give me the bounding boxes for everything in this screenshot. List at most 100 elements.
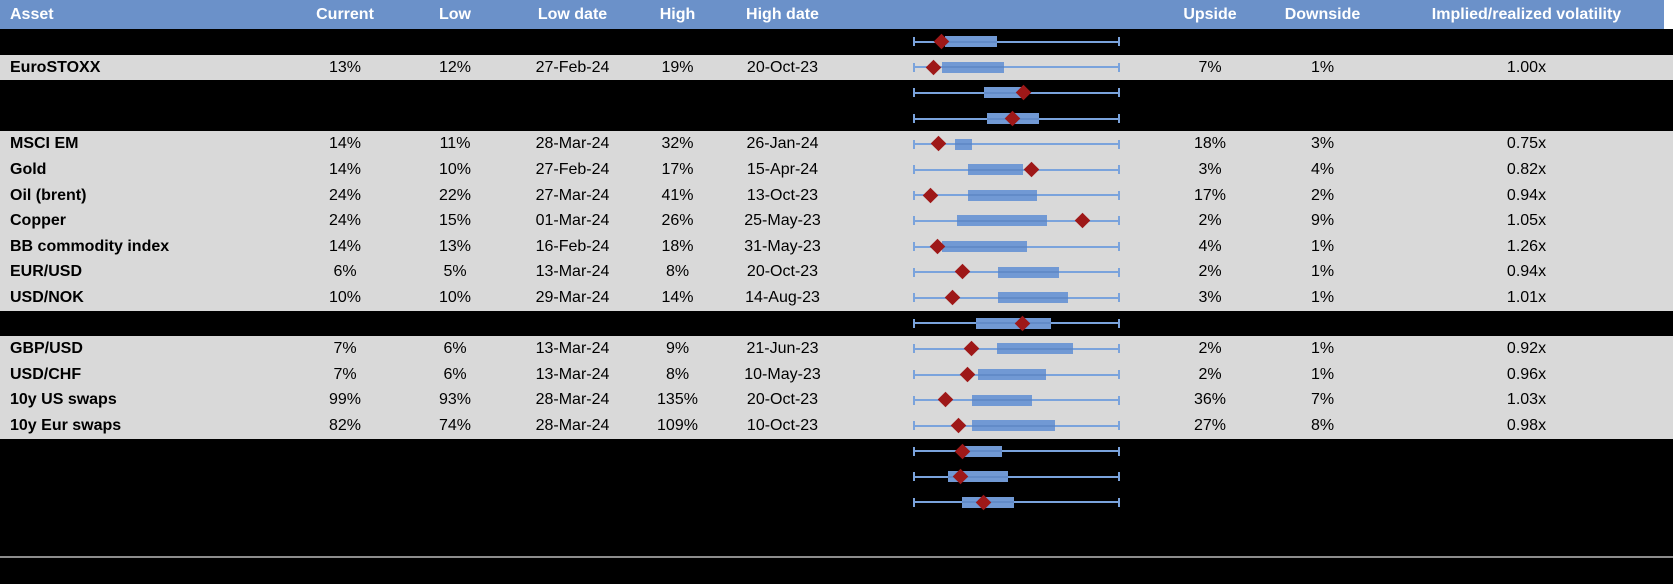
cell-upside[interactable]: 7% [1198, 58, 1222, 76]
column-header-downside[interactable]: Downside [1284, 6, 1361, 23]
cell-high[interactable]: 17% [661, 160, 694, 178]
cell-low-date[interactable]: 27-Mar-24 [535, 186, 610, 204]
cell-low[interactable]: 10% [438, 160, 472, 178]
cell-asset[interactable]: USD/NOK [10, 288, 84, 306]
cell-asset[interactable]: EUR/USD [10, 263, 83, 281]
cell-asset[interactable]: Gold [10, 160, 47, 178]
cell-low-date[interactable]: 29-Mar-24 [535, 288, 610, 306]
cell-implied-realized-volatility[interactable]: 0.92x [1506, 340, 1547, 358]
cell-asset[interactable]: MSCI EM [10, 135, 79, 153]
cell-upside[interactable]: 17% [1193, 186, 1227, 204]
cell-current[interactable]: 14% [328, 160, 362, 178]
cell-low[interactable]: 15% [438, 212, 472, 230]
column-header-low-date[interactable]: Low date [537, 6, 608, 23]
cell-downside[interactable]: 1% [1310, 288, 1335, 306]
cell-low[interactable]: 13% [438, 237, 472, 255]
cell-downside[interactable]: 1% [1310, 263, 1335, 281]
cell-high-date[interactable]: 10-Oct-23 [746, 416, 819, 434]
cell-high-date[interactable]: 25-May-23 [744, 212, 821, 230]
cell-downside[interactable]: 1% [1310, 237, 1335, 255]
cell-high-date[interactable]: 15-Apr-24 [746, 160, 819, 178]
cell-asset[interactable]: EuroSTOXX [10, 58, 101, 76]
cell-upside[interactable]: 2% [1198, 340, 1222, 358]
cell-low-date[interactable]: 27-Feb-24 [535, 160, 610, 178]
cell-high[interactable]: 109% [657, 416, 698, 434]
cell-high-date[interactable]: 13-Oct-23 [746, 186, 819, 204]
cell-high-date[interactable]: 10-May-23 [744, 365, 821, 383]
column-header-low[interactable]: Low [439, 6, 471, 23]
cell-high[interactable]: 9% [665, 340, 690, 358]
cell-high-date[interactable]: 21-Jun-23 [746, 340, 819, 358]
cell-current[interactable]: 24% [328, 186, 362, 204]
cell-high-date[interactable]: 31-May-23 [744, 237, 821, 255]
cell-upside[interactable]: 36% [1193, 391, 1227, 409]
cell-high-date[interactable]: 20-Oct-23 [746, 391, 819, 409]
cell-low[interactable]: 6% [443, 340, 467, 358]
cell-implied-realized-volatility[interactable]: 1.00x [1506, 58, 1547, 76]
cell-downside[interactable]: 7% [1310, 391, 1335, 409]
cell-high[interactable]: 14% [661, 288, 694, 306]
cell-upside[interactable]: 3% [1198, 160, 1222, 178]
cell-low-date[interactable]: 16-Feb-24 [535, 237, 610, 255]
cell-implied-realized-volatility[interactable]: 0.98x [1506, 416, 1547, 434]
cell-implied-realized-volatility[interactable]: 0.94x [1506, 263, 1547, 281]
cell-implied-realized-volatility[interactable]: 0.82x [1506, 160, 1547, 178]
cell-high[interactable]: 8% [665, 263, 690, 281]
cell-upside[interactable]: 2% [1198, 212, 1222, 230]
cell-current[interactable]: 6% [333, 263, 357, 281]
cell-downside[interactable]: 1% [1310, 340, 1335, 358]
cell-high[interactable]: 8% [665, 365, 690, 383]
cell-implied-realized-volatility[interactable]: 1.03x [1506, 391, 1547, 409]
cell-low[interactable]: 11% [439, 135, 471, 153]
cell-high[interactable]: 41% [661, 186, 694, 204]
cell-low-date[interactable]: 28-Mar-24 [535, 135, 610, 153]
cell-low-date[interactable]: 13-Mar-24 [535, 340, 610, 358]
cell-current[interactable]: 24% [328, 212, 362, 230]
cell-low[interactable]: 22% [438, 186, 472, 204]
cell-upside[interactable]: 18% [1193, 135, 1227, 153]
cell-high-date[interactable]: 20-Oct-23 [746, 58, 819, 76]
cell-low[interactable]: 6% [443, 365, 467, 383]
cell-downside[interactable]: 1% [1310, 365, 1335, 383]
cell-low[interactable]: 5% [443, 263, 467, 281]
cell-current[interactable]: 14% [328, 237, 362, 255]
cell-asset[interactable]: GBP/USD [10, 340, 83, 358]
cell-asset[interactable]: Oil (brent) [10, 186, 87, 204]
cell-low-date[interactable]: 01-Mar-24 [535, 212, 610, 230]
cell-current[interactable]: 82% [328, 416, 362, 434]
cell-high[interactable]: 32% [661, 135, 694, 153]
cell-current[interactable]: 14% [328, 135, 362, 153]
column-header-high[interactable]: High [659, 6, 696, 23]
cell-low[interactable]: 93% [438, 391, 472, 409]
cell-current[interactable]: 10% [328, 288, 362, 306]
cell-upside[interactable]: 3% [1198, 288, 1222, 306]
cell-implied-realized-volatility[interactable]: 0.94x [1506, 186, 1547, 204]
cell-upside[interactable]: 2% [1198, 365, 1222, 383]
cell-implied-realized-volatility[interactable]: 1.26x [1506, 237, 1547, 255]
cell-downside[interactable]: 3% [1310, 135, 1335, 153]
cell-downside[interactable]: 4% [1310, 160, 1335, 178]
column-header-current[interactable]: Current [316, 6, 374, 23]
cell-implied-realized-volatility[interactable]: 1.01x [1506, 288, 1547, 306]
cell-asset[interactable]: USD/CHF [10, 365, 82, 383]
cell-high-date[interactable]: 14-Aug-23 [745, 288, 820, 306]
column-header-implied-realized-volatility[interactable]: Implied/realized volatility [1431, 6, 1622, 23]
cell-asset[interactable]: Copper [10, 212, 66, 230]
column-header-upside[interactable]: Upside [1183, 6, 1237, 23]
cell-low-date[interactable]: 28-Mar-24 [535, 391, 610, 409]
column-header-asset[interactable]: Asset [10, 6, 54, 23]
cell-low-date[interactable]: 13-Mar-24 [535, 365, 610, 383]
cell-high-date[interactable]: 26-Jan-24 [746, 135, 819, 153]
cell-downside[interactable]: 8% [1310, 416, 1335, 434]
cell-low[interactable]: 74% [438, 416, 472, 434]
cell-upside[interactable]: 2% [1198, 263, 1222, 281]
cell-low-date[interactable]: 13-Mar-24 [535, 263, 610, 281]
cell-low[interactable]: 10% [438, 288, 472, 306]
cell-upside[interactable]: 27% [1193, 416, 1227, 434]
cell-downside[interactable]: 1% [1310, 58, 1335, 76]
cell-asset[interactable]: 10y US swaps [10, 391, 117, 409]
cell-current[interactable]: 7% [333, 340, 357, 358]
cell-upside[interactable]: 4% [1198, 237, 1222, 255]
cell-current[interactable]: 7% [333, 365, 357, 383]
cell-current[interactable]: 99% [328, 391, 362, 409]
